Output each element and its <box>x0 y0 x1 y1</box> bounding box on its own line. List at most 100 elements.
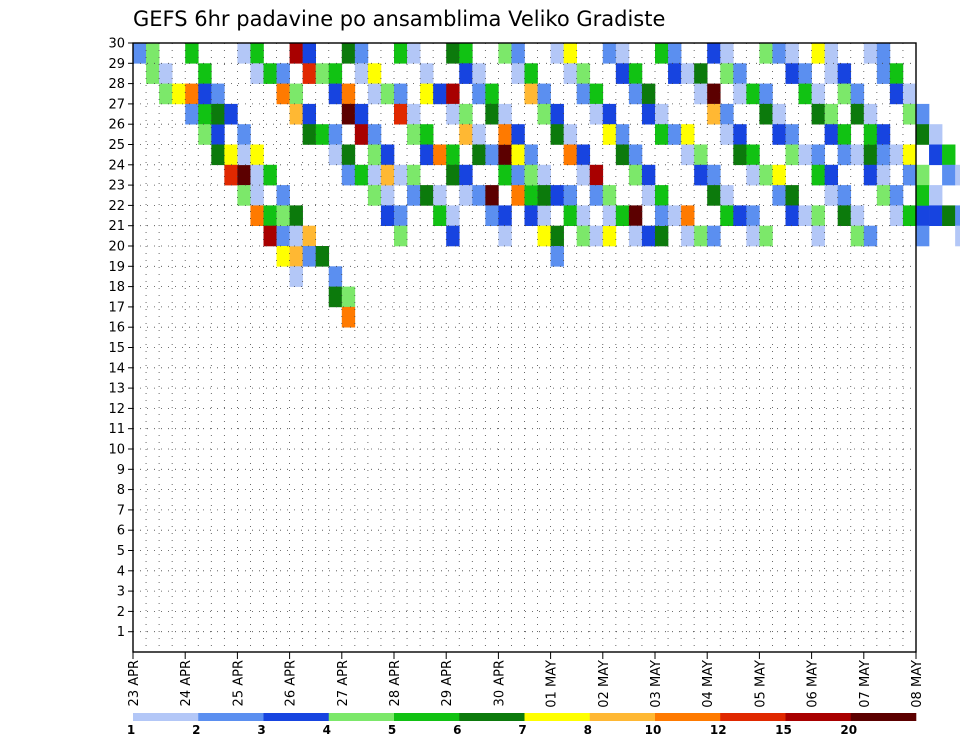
heatmap-cell <box>837 124 852 145</box>
y-tick-label: 5 <box>117 544 125 559</box>
heatmap-cell <box>759 43 773 64</box>
heatmap-cell <box>759 103 773 125</box>
heatmap-cell <box>916 103 930 125</box>
colorbar-label: 7 <box>518 723 526 737</box>
heatmap-cell <box>289 266 303 287</box>
heatmap-cell <box>785 63 799 84</box>
heatmap-cell <box>850 205 865 226</box>
heatmap-cell <box>341 43 356 64</box>
y-tick-label: 9 <box>117 463 125 478</box>
colorbar-swatch <box>198 713 264 721</box>
heatmap-cell <box>537 83 551 105</box>
heatmap-cell <box>707 43 721 64</box>
heatmap-cell <box>837 63 852 84</box>
y-tick-label: 18 <box>108 280 125 295</box>
heatmap-cell <box>550 124 564 145</box>
heatmap-cell <box>863 103 878 125</box>
heatmap-cell <box>380 164 395 186</box>
axis-ticks: 1234567891011121314151617181920212223242… <box>108 37 925 708</box>
heatmap-cell <box>889 144 904 166</box>
heatmap-cell <box>694 144 708 166</box>
heatmap-cell <box>250 144 264 166</box>
colorbar-swatch <box>785 713 852 721</box>
heatmap-cell <box>576 63 591 84</box>
heatmap-cell <box>681 225 695 247</box>
heatmap-cell <box>641 83 656 105</box>
heatmap-cell <box>328 124 343 145</box>
y-tick-label: 12 <box>108 402 125 417</box>
x-tick-label: 03 MAY <box>649 660 664 708</box>
y-tick-label: 13 <box>108 382 125 397</box>
heatmap-cell <box>407 185 421 206</box>
heatmap-cell <box>328 286 343 308</box>
colorbar-label: 2 <box>192 723 200 737</box>
heatmap-cell <box>811 164 825 186</box>
heatmap-cell <box>876 185 891 206</box>
x-tick-label: 27 APR <box>336 660 351 706</box>
colorbar-swatch <box>850 713 917 721</box>
heatmap-cell <box>602 185 617 206</box>
heatmap-cell <box>811 103 825 125</box>
heatmap-cell <box>733 124 747 145</box>
y-tick-label: 3 <box>117 585 125 600</box>
heatmap-cell <box>929 144 943 166</box>
heatmap-cell <box>798 144 812 166</box>
heatmap-cell <box>902 103 917 125</box>
heatmap-cell <box>172 83 186 105</box>
heatmap-cell <box>681 205 695 226</box>
x-tick-label: 04 MAY <box>701 660 716 708</box>
heatmap-cell <box>289 103 303 125</box>
colorbar-label: 8 <box>584 723 592 737</box>
heatmap-cell <box>615 144 630 166</box>
heatmap-cell <box>889 83 904 105</box>
heatmap-cell <box>511 144 525 166</box>
heatmap-cell <box>681 124 695 145</box>
colorbar-label: 3 <box>257 723 265 737</box>
y-tick-label: 2 <box>117 605 125 620</box>
heatmap-cell <box>550 103 564 125</box>
heatmap-cell <box>850 225 865 247</box>
y-tick-label: 8 <box>117 483 125 498</box>
x-tick-label: 07 MAY <box>858 660 873 708</box>
heatmap-cell <box>681 144 695 166</box>
heatmap-cell <box>733 205 747 226</box>
heatmap-cell <box>785 205 799 226</box>
heatmap-cell <box>955 205 960 226</box>
y-tick-label: 29 <box>108 57 125 72</box>
heatmap-cell <box>407 103 421 125</box>
heatmap-cell <box>237 185 251 206</box>
heatmap-cell <box>302 124 316 145</box>
heatmap-cell <box>224 103 238 125</box>
heatmap-cell <box>641 185 656 206</box>
heatmap-cell <box>211 124 225 145</box>
heatmap-cell <box>302 43 316 64</box>
heatmap-cell <box>328 144 343 166</box>
heatmap-cell <box>198 83 212 105</box>
heatmap-cell <box>328 266 343 287</box>
heatmap-cell <box>511 43 525 64</box>
heatmap-cell <box>811 144 825 166</box>
heatmap-cell <box>289 43 303 64</box>
heatmap-cell <box>498 164 512 186</box>
heatmap-cell <box>668 205 682 226</box>
heatmap-cells <box>133 43 960 328</box>
heatmap-cell <box>211 144 225 166</box>
y-tick-label: 28 <box>108 77 125 92</box>
heatmap-cell <box>198 103 212 125</box>
colorbar-label: 12 <box>710 723 727 737</box>
heatmap-cell <box>550 225 564 247</box>
heatmap-cell <box>602 205 617 226</box>
heatmap-cell <box>615 124 630 145</box>
heatmap-cell <box>837 83 852 105</box>
heatmap-cell <box>537 185 551 206</box>
heatmap-cell <box>459 185 473 206</box>
colorbar-swatch <box>524 713 591 721</box>
heatmap-cell <box>668 63 682 84</box>
heatmap-cell <box>694 63 708 84</box>
heatmap-cell <box>615 63 630 84</box>
heatmap-cell <box>224 144 238 166</box>
heatmap-cell <box>185 103 199 125</box>
y-tick-label: 17 <box>108 300 125 315</box>
heatmap-cell <box>955 225 960 247</box>
colorbar: 1 2 3 4 5 6 7 8 10 12 15 20 <box>127 713 917 737</box>
